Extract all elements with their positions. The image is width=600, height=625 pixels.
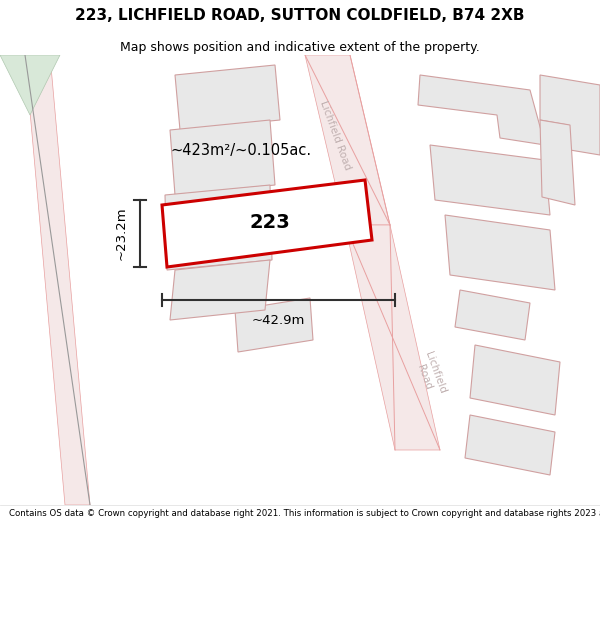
Text: Lichfield Road: Lichfield Road: [318, 99, 352, 171]
Polygon shape: [465, 415, 555, 475]
Polygon shape: [25, 55, 90, 505]
Text: Contains OS data © Crown copyright and database right 2021. This information is : Contains OS data © Crown copyright and d…: [9, 509, 600, 518]
Polygon shape: [418, 75, 545, 145]
Text: Lichfield
Road: Lichfield Road: [412, 351, 448, 399]
Polygon shape: [170, 120, 275, 195]
Text: 223: 223: [250, 213, 290, 231]
Polygon shape: [540, 75, 600, 155]
Text: ~42.9m: ~42.9m: [252, 314, 305, 327]
Text: ~423m²/~0.105ac.: ~423m²/~0.105ac.: [170, 142, 311, 158]
Polygon shape: [445, 215, 555, 290]
Polygon shape: [305, 55, 390, 225]
Text: Map shows position and indicative extent of the property.: Map shows position and indicative extent…: [120, 41, 480, 54]
Polygon shape: [470, 345, 560, 415]
Polygon shape: [430, 145, 550, 215]
Polygon shape: [540, 120, 575, 205]
Polygon shape: [345, 225, 440, 450]
Polygon shape: [175, 65, 280, 130]
Text: ~23.2m: ~23.2m: [115, 207, 128, 260]
Polygon shape: [235, 298, 313, 352]
Polygon shape: [162, 180, 372, 267]
Polygon shape: [165, 185, 272, 270]
Polygon shape: [0, 55, 60, 115]
Text: 223, LICHFIELD ROAD, SUTTON COLDFIELD, B74 2XB: 223, LICHFIELD ROAD, SUTTON COLDFIELD, B…: [75, 8, 525, 23]
Polygon shape: [170, 260, 270, 320]
Polygon shape: [455, 290, 530, 340]
